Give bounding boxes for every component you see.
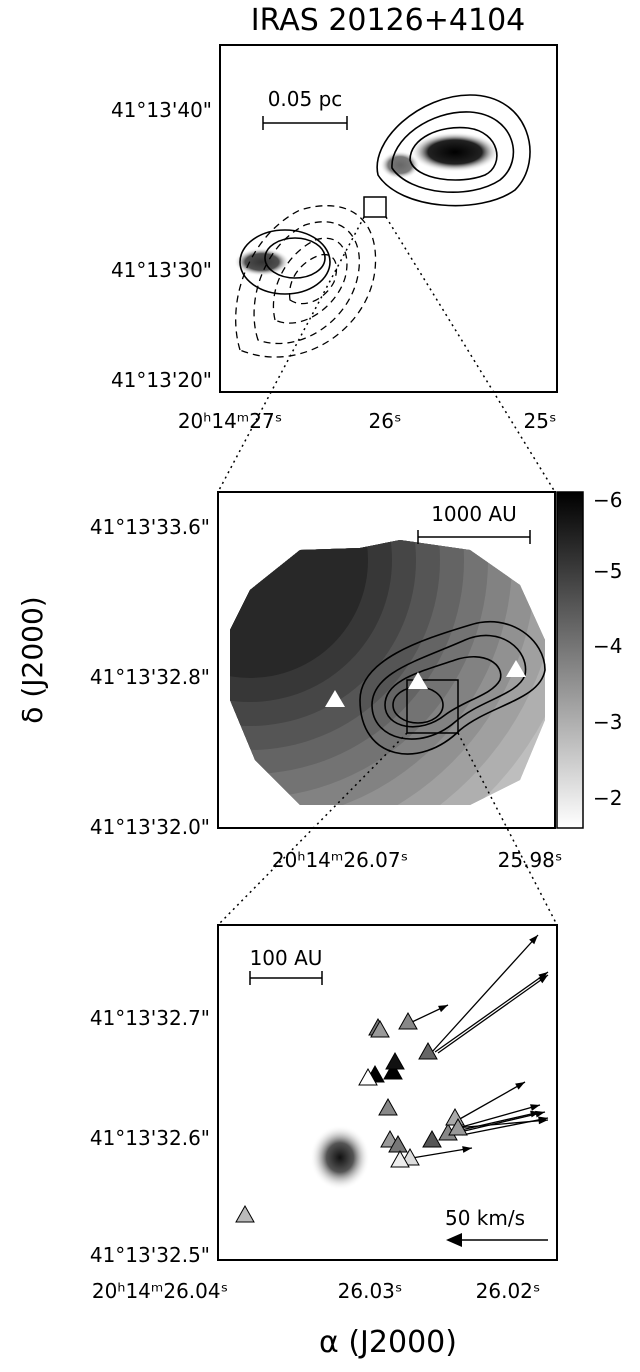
x-tick-label: 20ʰ14ᵐ27ˢ (178, 409, 282, 433)
contour (264, 237, 326, 279)
frame (219, 44, 558, 393)
zoom-box (363, 196, 387, 218)
scale-bar-label: 0.05 pc (268, 87, 343, 111)
triangle (445, 1107, 465, 1126)
colorbar-tick-label: −6 (593, 488, 622, 512)
triangle (398, 1011, 418, 1030)
contour (384, 655, 502, 728)
vector-head (438, 1005, 448, 1013)
velocity-scale-label: 50 km/s (445, 1206, 525, 1230)
triangle (418, 1041, 438, 1060)
vector (457, 1081, 526, 1121)
colorbar (556, 491, 584, 829)
x-tick-label: 20ʰ14ᵐ26.07ˢ (272, 848, 408, 872)
contour (272, 237, 348, 324)
frame (217, 924, 558, 1261)
emission (234, 248, 290, 276)
emission (410, 132, 500, 172)
velocity-arrow (446, 1233, 462, 1247)
contour (391, 111, 515, 193)
panel-2: 1000 AU 41°13'33.6" 41°13'32.8" 41°13'32… (90, 488, 623, 872)
y-tick-label: 41°13'32.7" (90, 1006, 210, 1030)
triangle (422, 1129, 442, 1148)
vector (454, 1119, 549, 1129)
vector-head (515, 1082, 525, 1090)
colorbar-tick-label: −5 (593, 559, 622, 583)
zoom-line (385, 216, 556, 493)
frame (217, 491, 556, 829)
title: IRAS 20126+4104 (251, 3, 526, 38)
y-tick-label: 41°13'40" (111, 98, 212, 122)
triangle (325, 690, 345, 707)
y-tick-label: 41°13'32.6" (90, 1126, 210, 1150)
x-tick-label: 26.03ˢ (338, 1279, 403, 1303)
vector-head (462, 1146, 472, 1153)
triangle (383, 1061, 403, 1080)
vector-head (530, 1110, 540, 1118)
y-tick-label: 41°13'33.6" (90, 515, 210, 539)
contour (371, 634, 527, 740)
triangle (370, 1019, 390, 1038)
vector-head (529, 935, 538, 945)
scale-bar-label: 100 AU (250, 946, 323, 970)
x-tick-label: 20ʰ14ᵐ26.04ˢ (92, 1279, 228, 1303)
contour (253, 221, 360, 345)
vector-head (538, 975, 548, 984)
triangle (378, 1097, 398, 1116)
triangle (388, 1134, 408, 1153)
contour (376, 94, 531, 207)
vector-head (538, 972, 548, 981)
vector-head (538, 1117, 548, 1125)
vector (459, 1111, 546, 1133)
y-tick-label: 41°13'30" (111, 258, 212, 282)
zoom-line (457, 732, 558, 926)
y-tick-label: 41°13'20" (111, 368, 212, 392)
panel-3: 100 AU 50 km/s 41°13'32.7" 41°13'32.6" 4… (90, 924, 558, 1303)
colorbar-tick-label: −4 (593, 634, 622, 658)
zoom-box (406, 679, 459, 734)
emission (310, 1125, 370, 1190)
triangle (235, 1204, 255, 1223)
contour (359, 620, 546, 755)
vector (457, 1104, 541, 1129)
zoom-line (217, 216, 365, 493)
contour (239, 229, 331, 295)
scale-bar-label: 1000 AU (431, 502, 517, 526)
vector (434, 971, 549, 1053)
panel-1: 0.05 pc 41°13'40" 41°13'30" 41°13'20" 20… (111, 44, 558, 433)
contour (409, 126, 498, 181)
vector (411, 1147, 473, 1159)
triangle (408, 672, 428, 689)
vector (437, 974, 549, 1054)
vector (431, 934, 539, 1053)
x-tick-label: 25.98ˢ (498, 848, 563, 872)
triangle (448, 1117, 468, 1136)
colorbar-tick-label: −2 (593, 786, 622, 810)
triangle (385, 1051, 405, 1070)
y-tick-label: 41°13'32.5" (90, 1243, 210, 1267)
x-axis-label: α (J2000) (319, 1325, 457, 1360)
field-band (230, 540, 368, 678)
x-tick-label: 26.02ˢ (476, 1279, 541, 1303)
y-tick-label: 41°13'32.8" (90, 665, 210, 689)
triangle (390, 1149, 410, 1168)
triangle (358, 1067, 378, 1086)
y-tick-label: 41°13'32.0" (90, 815, 210, 839)
contour (288, 253, 338, 305)
x-tick-label: 25ˢ (524, 409, 557, 433)
triangle (506, 660, 526, 677)
vector-head (530, 1104, 540, 1111)
y-axis-label: δ (J2000) (16, 596, 49, 723)
emission (380, 151, 420, 179)
x-tick-label: 26ˢ (369, 409, 402, 433)
contour (235, 205, 377, 358)
colorbar-tick-label: −3 (593, 710, 622, 734)
